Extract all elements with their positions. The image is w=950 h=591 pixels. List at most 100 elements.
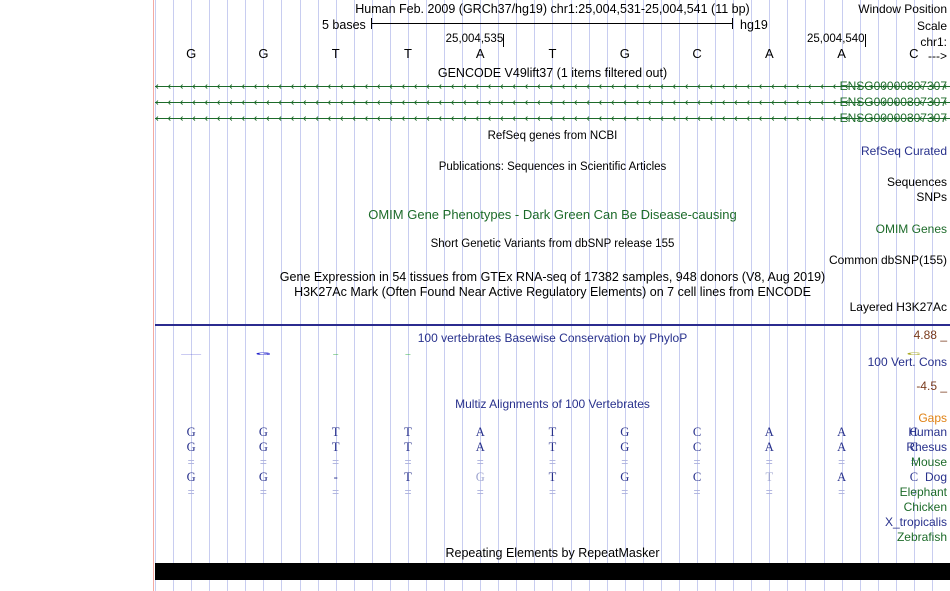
assembly-position-text[interactable]: Human Feb. 2009 (GRCh37/hg19) chr1:25,00… [355,2,750,16]
gridline [751,0,752,591]
h3k27ac-track-title[interactable]: H3K27Ac Mark (Often Found Near Active Re… [294,285,811,299]
gencode-strand-arrows: ←←←←←←←←←←←←←←←←←←←←←←←←←←←←←←←←←←←←←←←←… [155,80,950,93]
multiz-species-label[interactable]: Mouse [910,455,947,469]
ruler-base: C [909,46,919,61]
ruler-coordinate: 25,004,535 [445,33,504,45]
gencode-transcript-row[interactable]: ←←←←←←←←←←←←←←←←←←←←←←←←←←←←←←←←←←←←←←←←… [155,80,950,93]
multiz-base-cell: T [404,440,412,454]
gridline [155,0,156,591]
ruler-base: T [548,46,557,61]
multiz-base-cell: T [331,425,340,439]
refseq-track-title[interactable]: RefSeq genes from NCBI [487,130,618,142]
multiz-base-cell: G [258,440,268,454]
multiz-species-label[interactable]: Dog [924,470,947,484]
multiz-base-cell: G [186,425,196,439]
multiz-base-cell: = [621,455,629,469]
multiz-species-label[interactable]: X_tropicalis [884,515,947,529]
gridline [589,0,590,591]
multiz-base-cell: T [548,470,557,484]
multiz-base-cell: C [692,440,702,454]
multiz-base-cell: = [476,485,484,499]
publications-track-title[interactable]: Publications: Sequences in Scientific Ar… [438,161,667,173]
ruler-coordinate-tick [864,34,866,47]
conservation-base-glyph: G [255,352,272,356]
gridline [354,0,355,591]
snps-label[interactable]: SNPs [916,190,947,204]
gtex-track-title[interactable]: Gene Expression in 54 tissues from GTEx … [279,270,826,284]
ruler-base: A [475,46,485,61]
multiz-base-cell: A [475,440,485,454]
multiz-base-cell: = [259,485,267,499]
conservation-plot[interactable]: — G - - C [155,327,950,387]
multiz-base-cell: = [259,455,267,469]
gridline [860,0,861,591]
common-dbsnp-label[interactable]: Common dbSNP(155) [828,253,947,267]
gridlines [155,0,950,591]
multiz-track-title[interactable]: Multiz Alignments of 100 Vertebrates [455,397,650,411]
ruler-base: G [186,46,197,61]
multiz-base-cell: T [331,440,340,454]
multiz-base-cell: = [693,485,701,499]
omim-genes-label[interactable]: OMIM Genes [875,222,947,236]
multiz-species-row[interactable]: = = = = = = = = = = = [155,455,950,470]
gencode-strand-arrows: ←←←←←←←←←←←←←←←←←←←←←←←←←←←←←←←←←←←←←←←←… [155,96,950,109]
multiz-species-label[interactable]: Rhesus [906,440,947,454]
gencode-gene-label[interactable]: ENSG00000307307 [839,79,947,93]
multiz-base-cell: = [838,485,846,499]
multiz-base-cell: G [258,470,268,484]
gencode-strand-arrows: ←←←←←←←←←←←←←←←←←←←←←←←←←←←←←←←←←←←←←←←←… [155,112,950,125]
multiz-base-cell: T [548,440,557,454]
sequences-label[interactable]: Sequences [886,175,947,189]
gridline [318,0,319,591]
multiz-base-cell: = [332,455,340,469]
strand-indicator: ---> [928,49,947,63]
gridline [679,0,680,591]
gridline [733,0,734,591]
gridline [896,0,897,591]
ruler-base: T [403,46,412,61]
gaps-label: Gaps [918,411,947,425]
multiz-base-cell: A [764,425,774,439]
multiz-species-row[interactable]: = = = = = = = = = = = [155,485,950,500]
omim-track-title[interactable]: OMIM Gene Phenotypes - Dark Green Can Be… [368,207,737,222]
multiz-base-cell: C [909,425,919,439]
gridline [661,0,662,591]
gridline [480,0,481,591]
gencode-transcript-row[interactable]: ←←←←←←←←←←←←←←←←←←←←←←←←←←←←←←←←←←←←←←←←… [155,112,950,125]
gencode-gene-label[interactable]: ENSG00000307307 [839,111,947,125]
multiz-species-label[interactable]: Zebrafish [896,530,947,544]
gencode-transcript-row[interactable]: ←←←←←←←←←←←←←←←←←←←←←←←←←←←←←←←←←←←←←←←←… [155,96,950,109]
multiz-species-label[interactable]: Human [908,425,947,439]
multiz-species-label[interactable]: Elephant [899,485,947,499]
conservation-track-title[interactable]: 100 vertebrates Basewise Conservation by… [417,331,688,345]
gridline [498,0,499,591]
refseq-curated-label[interactable]: RefSeq Curated [860,144,947,158]
gencode-track-title[interactable]: GENCODE V49lift37 (1 items filtered out) [437,66,668,80]
gridline [643,0,644,591]
repeatmasker-bar[interactable] [155,563,950,580]
multiz-base-cell: T [548,425,557,439]
conservation-label[interactable]: 100 Vert. Cons [867,355,947,369]
multiz-species-label[interactable]: Chicken [903,500,947,514]
gencode-gene-label[interactable]: ENSG00000307307 [839,95,947,109]
multiz-base-cell: = [765,485,773,499]
gridline [842,0,843,591]
gridline [209,0,210,591]
multiz-base-cell: G [186,440,196,454]
multiz-base-cell: T [404,470,412,484]
multiz-base-cell: = [621,485,629,499]
multiz-base-cell: - [333,470,338,484]
dbsnp-track-title[interactable]: Short Genetic Variants from dbSNP releas… [430,238,675,250]
multiz-base-cell: C [692,470,702,484]
ruler-base: T [331,46,340,61]
layered-h3k27ac-label[interactable]: Layered H3K27Ac [849,300,947,314]
multiz-base-cell: = [548,455,556,469]
gridline [336,0,337,591]
repeatmasker-track-title[interactable]: Repeating Elements by RepeatMasker [445,546,660,560]
ruler-base: A [837,46,846,61]
multiz-base-cell: G [620,425,630,439]
